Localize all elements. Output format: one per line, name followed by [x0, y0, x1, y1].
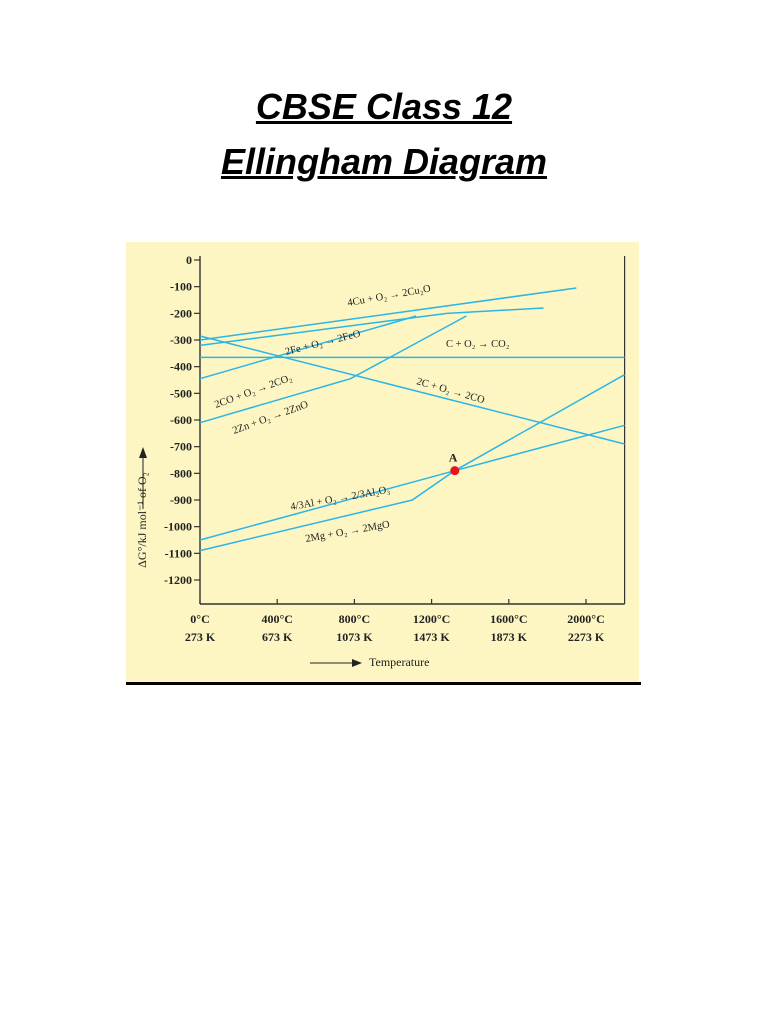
y-tick-label: -800	[170, 466, 192, 480]
series-label-5: 2Zn + O₂ → 2ZnO	[231, 399, 310, 437]
series-label-0: 4Cu + O₂ → 2Cu₂O	[347, 283, 432, 309]
x-tick-kelvin-label: 1873 K	[491, 630, 528, 644]
x-tick-kelvin-label: 1073 K	[336, 630, 373, 644]
y-axis-arrow	[139, 447, 147, 509]
y-tick-label: -200	[170, 306, 192, 320]
y-tick-label: -300	[170, 333, 192, 347]
x-tick-label: 1600°C	[490, 612, 527, 626]
x-tick-label: 800°C	[339, 612, 370, 626]
y-tick-label: -500	[170, 386, 192, 400]
series-line-6	[199, 424, 625, 541]
ellingham-chart: 4Cu + O₂ → 2Cu₂O 2Fe + O₂ → 2FeO C + O₂ → …	[126, 242, 639, 682]
y-tick-label: -900	[170, 493, 192, 507]
series-label-4: 2CO + O₂ → 2CO₂	[213, 372, 294, 410]
x-tick-kelvin-label: 273 K	[185, 630, 216, 644]
y-tick-label: -1000	[164, 520, 192, 534]
x-tick-kelvin-label: 673 K	[262, 630, 293, 644]
page-title-line1: CBSE Class 12	[255, 86, 513, 127]
x-tick-kelvin-label: 2273 K	[568, 630, 605, 644]
point-a-marker	[450, 466, 460, 476]
y-tick-label: -600	[170, 413, 192, 427]
x-tick-label: 2000°C	[567, 612, 604, 626]
x-tick-label: 1200°C	[413, 612, 450, 626]
y-tick-label: 0	[186, 253, 192, 267]
series-line-0	[199, 287, 577, 341]
x-tick-label: 400°C	[261, 612, 292, 626]
series-label-2: C + O₂ → CO₂	[446, 339, 510, 350]
y-tick-label: -700	[170, 440, 192, 454]
x-axis-label: Temperature	[369, 655, 429, 669]
series-label-3: 2C + O₂ → 2CO	[415, 376, 486, 406]
point-a-label: A	[449, 451, 458, 465]
x-axis-arrow	[310, 659, 362, 667]
series-line-3	[199, 335, 625, 445]
series-line-7	[199, 374, 625, 552]
series-line-1	[199, 307, 544, 347]
y-tick-label: -1100	[165, 546, 192, 560]
y-tick-label: -1200	[164, 573, 192, 587]
x-tick-kelvin-label: 1473 K	[413, 630, 450, 644]
y-tick-label: -100	[170, 280, 192, 294]
x-tick-label: 0°C	[190, 612, 209, 626]
y-tick-label: -400	[170, 360, 192, 374]
bottom-rule	[126, 682, 641, 685]
series-line-4	[199, 315, 417, 380]
page-title-line2: Ellingham Diagram	[220, 141, 548, 182]
series-line-5	[199, 315, 467, 424]
y-axis-label: ΔG°/kJ mol⁻¹ of O₂	[135, 472, 149, 568]
